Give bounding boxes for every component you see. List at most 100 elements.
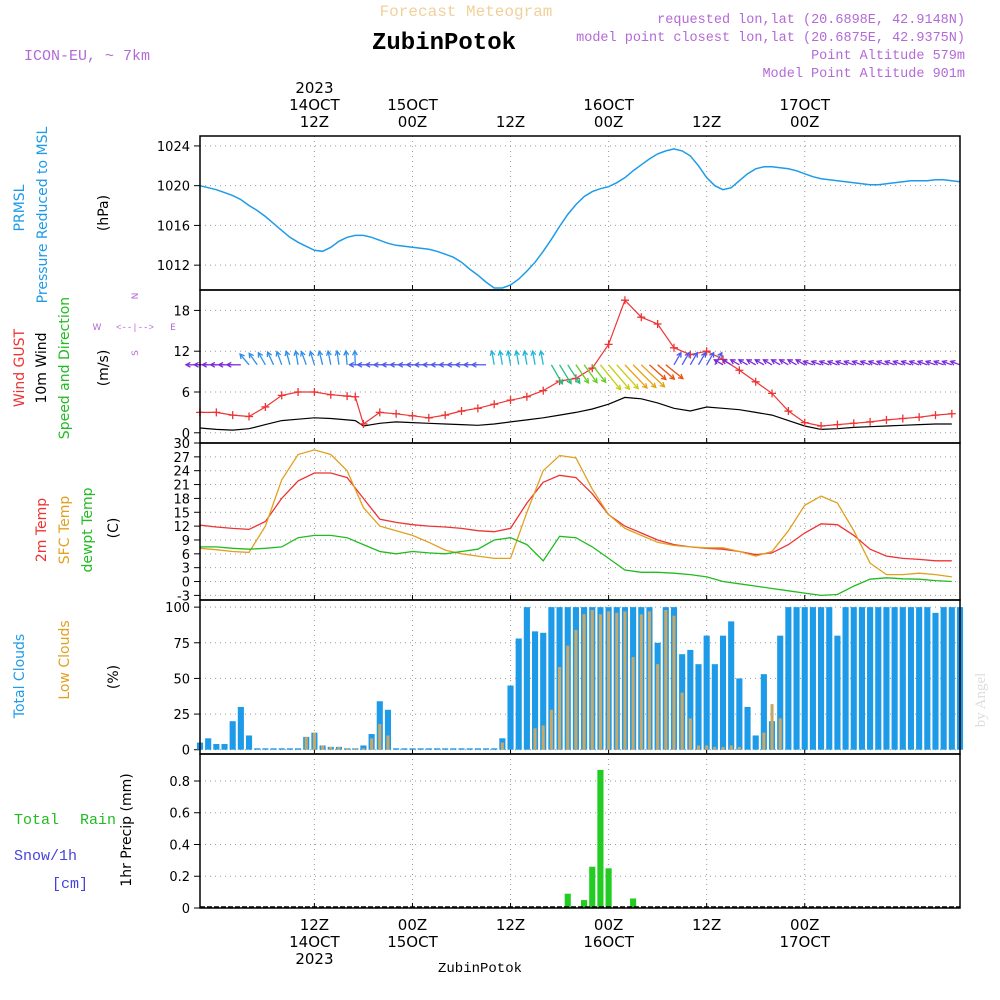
wind-direction-arrow bbox=[550, 364, 563, 385]
total-cloud-bar bbox=[531, 631, 539, 750]
y-tick-label: 50 bbox=[173, 672, 190, 687]
wind-direction-arrow bbox=[738, 359, 748, 366]
bottom-time-label: 12Z bbox=[692, 916, 721, 934]
wind-direction-arrow bbox=[917, 360, 928, 366]
total-cloud-bar bbox=[540, 632, 547, 750]
wind-direction-arrowhead bbox=[446, 361, 453, 368]
wind-direction-arrow bbox=[300, 351, 307, 366]
temp-labels: 2m Temp SFC Temp dewpt Temp (C) bbox=[34, 487, 122, 572]
wind-direction-arrow bbox=[803, 360, 814, 366]
y-tick-label: 1012 bbox=[157, 259, 190, 274]
wind-direction-arrowhead bbox=[293, 349, 300, 356]
y-tick-label: 18 bbox=[173, 304, 190, 319]
total-cloud-bar bbox=[687, 649, 694, 750]
total-cloud-bar bbox=[221, 744, 228, 750]
wind-gust-label: Wind GUST bbox=[12, 328, 28, 407]
total-cloud-bar bbox=[254, 748, 261, 750]
wind-direction-arrowhead bbox=[745, 359, 753, 365]
wind-direction-arrowhead bbox=[867, 359, 874, 366]
wind-direction-arrow bbox=[909, 360, 920, 366]
wind-direction-arrowhead bbox=[941, 359, 948, 366]
y-tick-label: 30 bbox=[173, 437, 190, 452]
low-cloud-bar bbox=[321, 745, 325, 750]
total-cloud-bar bbox=[948, 607, 955, 750]
low-cloud-bar bbox=[631, 657, 635, 750]
wind-direction-arrowhead bbox=[692, 351, 699, 358]
total-cloud-bar bbox=[442, 748, 449, 750]
wind-direction-arrowhead bbox=[770, 359, 777, 365]
total-cloud-bar bbox=[458, 748, 465, 750]
pressure-labels: PRMSL Pressure Reduced to MSL (hPa) bbox=[12, 126, 112, 303]
wind-direction-arrowhead bbox=[592, 377, 598, 384]
wind-direction-arrowhead bbox=[489, 349, 496, 356]
wind-direction-arrowhead bbox=[859, 359, 866, 366]
top-time-label: 16OCT bbox=[583, 96, 634, 114]
wind-direction-arrowhead bbox=[334, 349, 341, 356]
wind-direction-arrowhead bbox=[810, 359, 817, 366]
low-cloud-bar bbox=[688, 718, 692, 750]
total-cloud-bar bbox=[384, 709, 392, 750]
wind-gust-marker bbox=[947, 409, 956, 418]
total-cloud-bar bbox=[785, 607, 792, 750]
wind-gust-marker bbox=[424, 413, 433, 422]
top-time-label: 00Z bbox=[790, 113, 819, 131]
y-tick-label: 12 bbox=[173, 345, 190, 360]
closest-coords: model point closest lon,lat (20.6875E, 4… bbox=[576, 31, 965, 46]
wind-direction-arrow bbox=[925, 360, 936, 366]
wind-direction-arrow bbox=[835, 360, 846, 366]
wind-speed-line bbox=[199, 396, 952, 431]
wind-direction-arrowhead bbox=[818, 359, 825, 366]
total-cloud-bar bbox=[760, 674, 767, 750]
total-cloud-bar bbox=[703, 635, 710, 750]
wind-direction-arrowhead bbox=[669, 374, 676, 380]
wind-direction-arrowhead bbox=[225, 361, 232, 368]
wind-gust-marker bbox=[735, 366, 744, 375]
low-cloud-bar bbox=[386, 735, 390, 750]
total-cloud-bar bbox=[719, 635, 727, 750]
total-cloud-bar bbox=[711, 664, 718, 750]
wind-direction-arrow bbox=[608, 364, 630, 390]
wind-gust-marker bbox=[784, 407, 793, 416]
prmsl-desc-label: Pressure Reduced to MSL bbox=[35, 126, 51, 303]
compass-e: E bbox=[170, 323, 176, 333]
rain-bar bbox=[597, 769, 604, 908]
total-cloud-bar bbox=[507, 685, 514, 750]
total-cloud-bar bbox=[548, 607, 555, 750]
y-tick-label: 6 bbox=[182, 548, 190, 563]
precip-cm-label: [cm] bbox=[52, 876, 88, 893]
wind-direction-arrowhead bbox=[676, 351, 682, 358]
wind-direction-arrow bbox=[599, 364, 622, 391]
bottom-time-label: 16OCT bbox=[583, 933, 634, 951]
total-cloud-bar bbox=[213, 744, 220, 750]
bottom-time-label: 00Z bbox=[398, 916, 427, 934]
low-cloud-bar bbox=[337, 746, 341, 750]
low-cloud-bar bbox=[615, 612, 619, 750]
wind-direction-arrowhead bbox=[834, 359, 842, 366]
wind-gust-marker bbox=[637, 313, 646, 322]
wind-direction-arrow bbox=[681, 352, 690, 366]
wind-direction-arrowhead bbox=[405, 361, 412, 368]
top-time-label: 14OCT bbox=[289, 96, 340, 114]
total-cloud-bar bbox=[728, 621, 735, 750]
wind-direction-arrowhead bbox=[916, 359, 923, 366]
wind-direction-arrowhead bbox=[908, 359, 915, 366]
low-cloud-bar bbox=[762, 732, 766, 750]
cloud-labels: Total Clouds Low Clouds (%) bbox=[12, 620, 122, 719]
wind-direction-arrow bbox=[640, 364, 665, 388]
wind-direction-arrowhead bbox=[308, 350, 315, 357]
wind-direction-arrowhead bbox=[217, 361, 224, 368]
wind-direction-arrow bbox=[827, 360, 838, 366]
wind-gust-marker bbox=[768, 389, 777, 398]
y-tick-label: 0.8 bbox=[169, 775, 190, 790]
low-cloud-bar bbox=[353, 748, 357, 750]
wind-gust-marker bbox=[351, 392, 360, 401]
forecast-label: Forecast Meteogram bbox=[380, 3, 553, 21]
wind-dir-label: Speed and Direction bbox=[57, 297, 73, 439]
low-cloud-bar bbox=[500, 742, 504, 750]
low-cloud-bar bbox=[566, 645, 570, 750]
wind-direction-arrowhead bbox=[754, 359, 761, 365]
precip-panel: 0 0.2 0.4 0.6 0.8 bbox=[169, 753, 961, 917]
bottom-time-label: 15OCT bbox=[387, 933, 438, 951]
low-cloud-bar bbox=[623, 611, 627, 750]
total-cloud-bar bbox=[744, 706, 751, 750]
